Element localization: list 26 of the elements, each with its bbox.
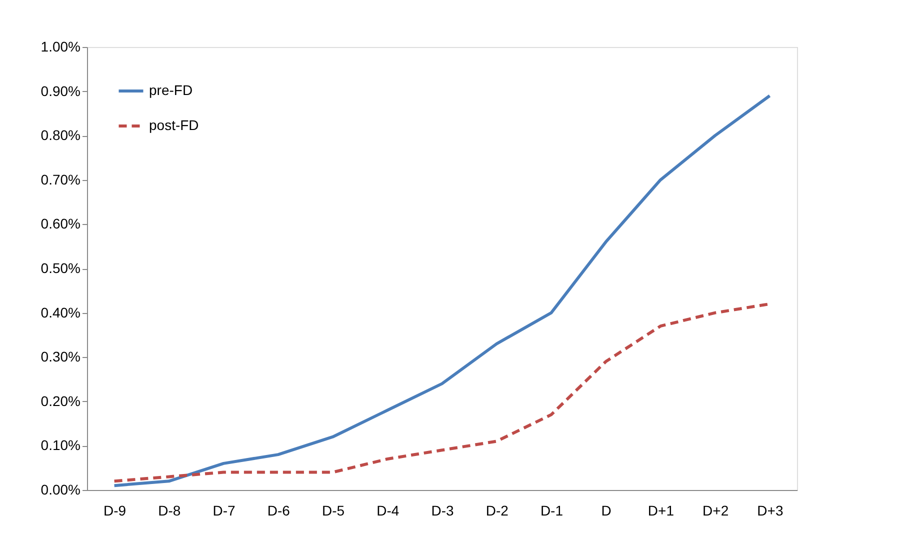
x-tick-label: D-4 xyxy=(376,502,400,518)
legend-label: post-FD xyxy=(149,117,199,133)
x-tick-label: D+2 xyxy=(702,502,729,518)
x-tick-label: D-6 xyxy=(267,502,290,518)
y-tick-label: 0.80% xyxy=(40,127,80,144)
legend-label: pre-FD xyxy=(149,82,193,98)
x-tick-label: D-2 xyxy=(486,502,509,518)
y-tick-label: 0.20% xyxy=(40,392,80,409)
x-tick-label: D-5 xyxy=(322,502,345,518)
y-tick-label: 0.90% xyxy=(40,82,80,99)
x-tick-label: D-7 xyxy=(212,502,236,518)
x-tick-label: D-3 xyxy=(431,502,454,518)
x-tick-label: D-9 xyxy=(104,502,126,518)
x-tick-label: D-8 xyxy=(158,502,181,518)
y-tick-label: 0.10% xyxy=(40,437,80,454)
x-tick-label: D+3 xyxy=(757,502,784,518)
x-tick-label: D xyxy=(601,502,612,518)
y-tick-label: 0.00% xyxy=(40,482,80,498)
y-tick-label: 0.70% xyxy=(40,171,80,188)
y-tick-label: 1.00% xyxy=(40,38,80,54)
y-tick-label: 0.50% xyxy=(40,260,80,276)
x-tick-label: D+1 xyxy=(648,502,674,518)
y-tick-label: 0.30% xyxy=(40,348,80,365)
y-tick-label: 0.60% xyxy=(40,216,80,232)
y-tick-label: 0.40% xyxy=(40,304,80,320)
x-tick-label: D-1 xyxy=(540,502,564,518)
